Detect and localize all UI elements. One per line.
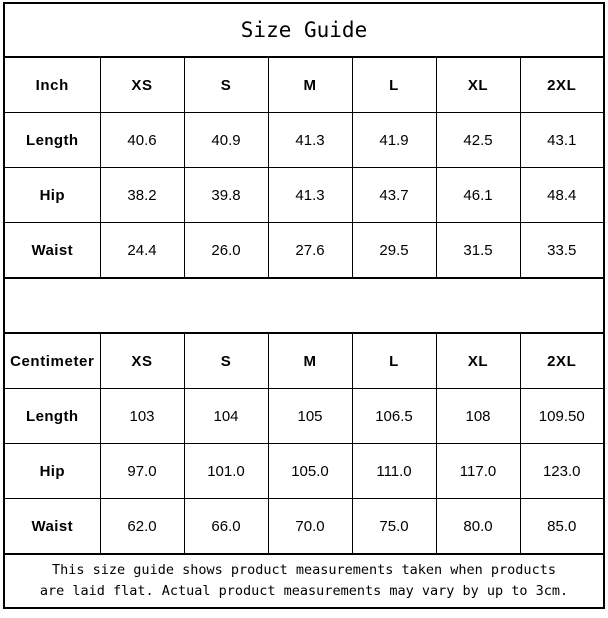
unit-header-centimeter: Centimeter <box>3 332 101 389</box>
value-cell: 66.0 <box>183 498 269 555</box>
value-cell: 123.0 <box>519 443 605 499</box>
size-header-xs: XS <box>99 332 185 389</box>
row-label-waist: Waist <box>3 222 101 279</box>
size-header-s: S <box>183 332 269 389</box>
value-cell: 41.3 <box>267 167 353 223</box>
value-cell: 62.0 <box>99 498 185 555</box>
value-cell: 101.0 <box>183 443 269 499</box>
footnote-line-2: are laid flat. Actual product measuremen… <box>39 583 569 599</box>
value-cell: 108 <box>435 388 521 444</box>
size-header-xs: XS <box>99 56 185 113</box>
size-header-m: M <box>267 332 353 389</box>
page-title: Size Guide <box>3 2 605 58</box>
value-cell: 33.5 <box>519 222 605 279</box>
value-cell: 41.3 <box>267 112 353 168</box>
size-header-2xl: 2XL <box>519 332 605 389</box>
size-header-xl: XL <box>435 56 521 113</box>
value-cell: 42.5 <box>435 112 521 168</box>
value-cell: 48.4 <box>519 167 605 223</box>
value-cell: 43.7 <box>351 167 437 223</box>
inch-waist-row: Waist 24.4 26.0 27.6 29.5 31.5 33.5 <box>3 222 605 279</box>
size-guide-table: Size Guide Inch XS S M L XL 2XL Length 4… <box>3 2 605 609</box>
footnote-row: This size guide shows product measuremen… <box>3 553 605 609</box>
inch-hip-row: Hip 38.2 39.8 41.3 43.7 46.1 48.4 <box>3 167 605 223</box>
value-cell: 75.0 <box>351 498 437 555</box>
centimeter-hip-row: Hip 97.0 101.0 105.0 111.0 117.0 123.0 <box>3 443 605 499</box>
value-cell: 27.6 <box>267 222 353 279</box>
centimeter-waist-row: Waist 62.0 66.0 70.0 75.0 80.0 85.0 <box>3 498 605 555</box>
value-cell: 106.5 <box>351 388 437 444</box>
size-header-2xl: 2XL <box>519 56 605 113</box>
size-header-xl: XL <box>435 332 521 389</box>
footnote-line-1: This size guide shows product measuremen… <box>52 562 556 579</box>
title-row: Size Guide <box>3 2 605 58</box>
centimeter-header-row: Centimeter XS S M L XL 2XL <box>3 332 605 389</box>
size-header-l: L <box>351 56 437 113</box>
row-label-length: Length <box>3 112 101 168</box>
row-label-hip: Hip <box>3 443 101 499</box>
value-cell: 43.1 <box>519 112 605 168</box>
value-cell: 40.9 <box>183 112 269 168</box>
value-cell: 70.0 <box>267 498 353 555</box>
value-cell: 85.0 <box>519 498 605 555</box>
row-label-waist: Waist <box>3 498 101 555</box>
value-cell: 29.5 <box>351 222 437 279</box>
size-header-s: S <box>183 56 269 113</box>
size-header-l: L <box>351 332 437 389</box>
value-cell: 111.0 <box>351 443 437 499</box>
centimeter-length-row: Length 103 104 105 106.5 108 109.50 <box>3 388 605 444</box>
inch-length-row: Length 40.6 40.9 41.3 41.9 42.5 43.1 <box>3 112 605 168</box>
value-cell: 103 <box>99 388 185 444</box>
value-cell: 40.6 <box>99 112 185 168</box>
value-cell: 26.0 <box>183 222 269 279</box>
value-cell: 104 <box>183 388 269 444</box>
value-cell: 46.1 <box>435 167 521 223</box>
value-cell: 117.0 <box>435 443 521 499</box>
footnote: This size guide shows product measuremen… <box>3 553 605 609</box>
spacer-row <box>3 277 605 334</box>
value-cell: 38.2 <box>99 167 185 223</box>
value-cell: 24.4 <box>99 222 185 279</box>
value-cell: 97.0 <box>99 443 185 499</box>
value-cell: 105.0 <box>267 443 353 499</box>
size-header-m: M <box>267 56 353 113</box>
value-cell: 41.9 <box>351 112 437 168</box>
value-cell: 39.8 <box>183 167 269 223</box>
row-label-hip: Hip <box>3 167 101 223</box>
unit-header-inch: Inch <box>3 56 101 113</box>
inch-header-row: Inch XS S M L XL 2XL <box>3 56 605 113</box>
spacer-cell <box>3 277 605 334</box>
row-label-length: Length <box>3 388 101 444</box>
value-cell: 109.50 <box>519 388 605 444</box>
value-cell: 105 <box>267 388 353 444</box>
value-cell: 31.5 <box>435 222 521 279</box>
value-cell: 80.0 <box>435 498 521 555</box>
